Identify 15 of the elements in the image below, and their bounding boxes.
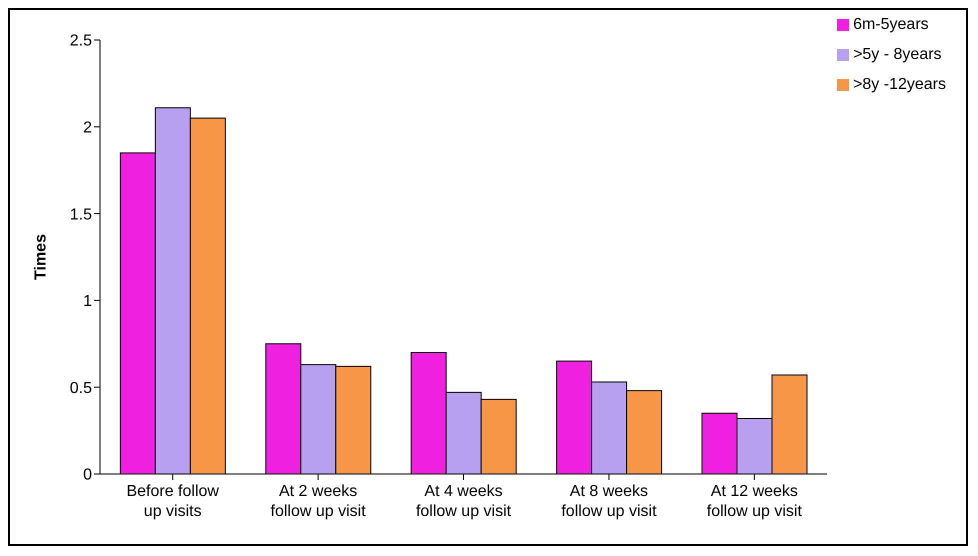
y-tick-label: 1 [83,293,92,310]
y-tick-label: 0.5 [70,380,92,397]
y-tick-label: 1.5 [70,206,92,224]
legend-label: >5y - 8years [853,46,942,63]
x-tick-label: At 2 weeks follow up visit [270,483,366,520]
y-tick-label: 2.5 [70,32,92,50]
x-tick-label: At 8 weeks follow up visit [561,483,658,520]
x-tick-label: Before follow up visits [126,483,220,520]
legend-label: >8y -12years [853,76,946,93]
x-tick-label: At 4 weeks follow up visit [416,483,512,520]
y-axis-title: Times [32,234,50,280]
y-tick-label: 0 [83,466,92,484]
legend-label: 6m-5years [853,16,929,33]
y-tick-label: 2 [83,119,92,136]
x-tick-label: At 12 weeks follow up visit [706,483,802,520]
